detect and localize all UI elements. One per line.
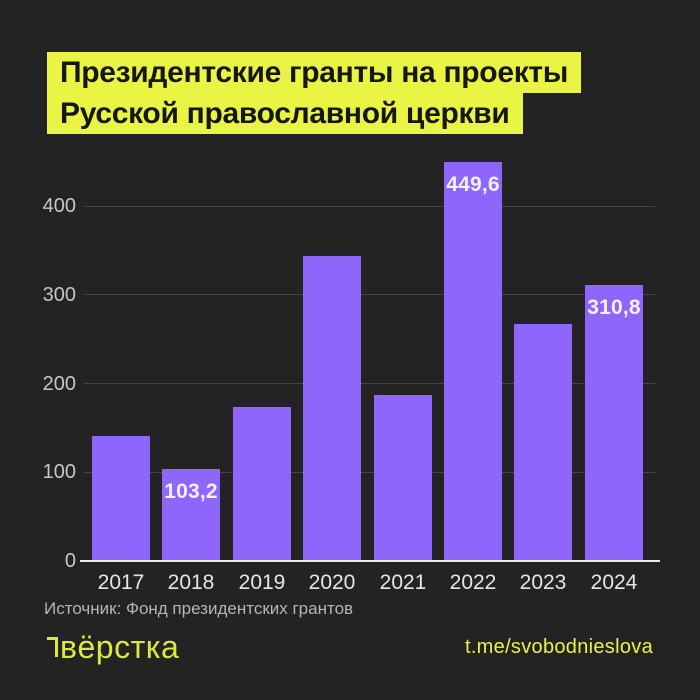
bar-2017 (92, 436, 150, 561)
gridline-300 (84, 294, 655, 296)
logo-text: вёрстка (60, 629, 180, 665)
telegram-handle: t.me/svobodnieslova (464, 636, 653, 658)
y-tick-label-100: 100 (42, 461, 76, 484)
x-tick-label-2024: 2024 (590, 571, 638, 594)
bar-2021 (374, 395, 432, 561)
gridline-100 (84, 471, 655, 473)
title-line-2: Русской православной церкви (47, 93, 523, 134)
verstka-logo: вёрстка (47, 630, 179, 664)
logo-mark-icon (47, 637, 58, 657)
y-tick-label-200: 200 (42, 372, 76, 395)
y-tick-label-300: 300 (42, 283, 76, 306)
bar-2024 (585, 285, 643, 561)
x-tick-label-2021: 2021 (379, 571, 427, 594)
y-tick-label-400: 400 (42, 195, 76, 217)
x-tick-label-2022: 2022 (449, 571, 497, 594)
bar-value-label-2024: 310,8 (587, 296, 641, 319)
x-tick-label-2019: 2019 (238, 571, 286, 594)
gridline-400 (84, 205, 655, 207)
x-tick-label-2020: 2020 (308, 571, 356, 594)
x-axis-line (80, 560, 660, 562)
bar-2022 (444, 162, 502, 561)
bar-2023 (514, 324, 572, 561)
title-line-1: Президентские гранты на проекты (47, 52, 582, 93)
y-tick-label-0: 0 (64, 550, 76, 572)
gridline-200 (84, 383, 655, 384)
bar-value-label-2022: 449,6 (446, 173, 500, 196)
title-block: Президентские гранты на проекты Русской … (47, 52, 582, 134)
bar-value-label-2018: 103,2 (164, 480, 218, 503)
x-tick-label-2018: 2018 (167, 571, 215, 594)
bar-2019 (233, 407, 291, 561)
x-tick-label-2023: 2023 (519, 571, 567, 594)
x-tick-label-2017: 2017 (97, 571, 145, 594)
bar-2020 (303, 256, 361, 561)
bar-2018 (162, 469, 220, 561)
source-note: Источник: Фонд президентских грантов (44, 599, 354, 618)
